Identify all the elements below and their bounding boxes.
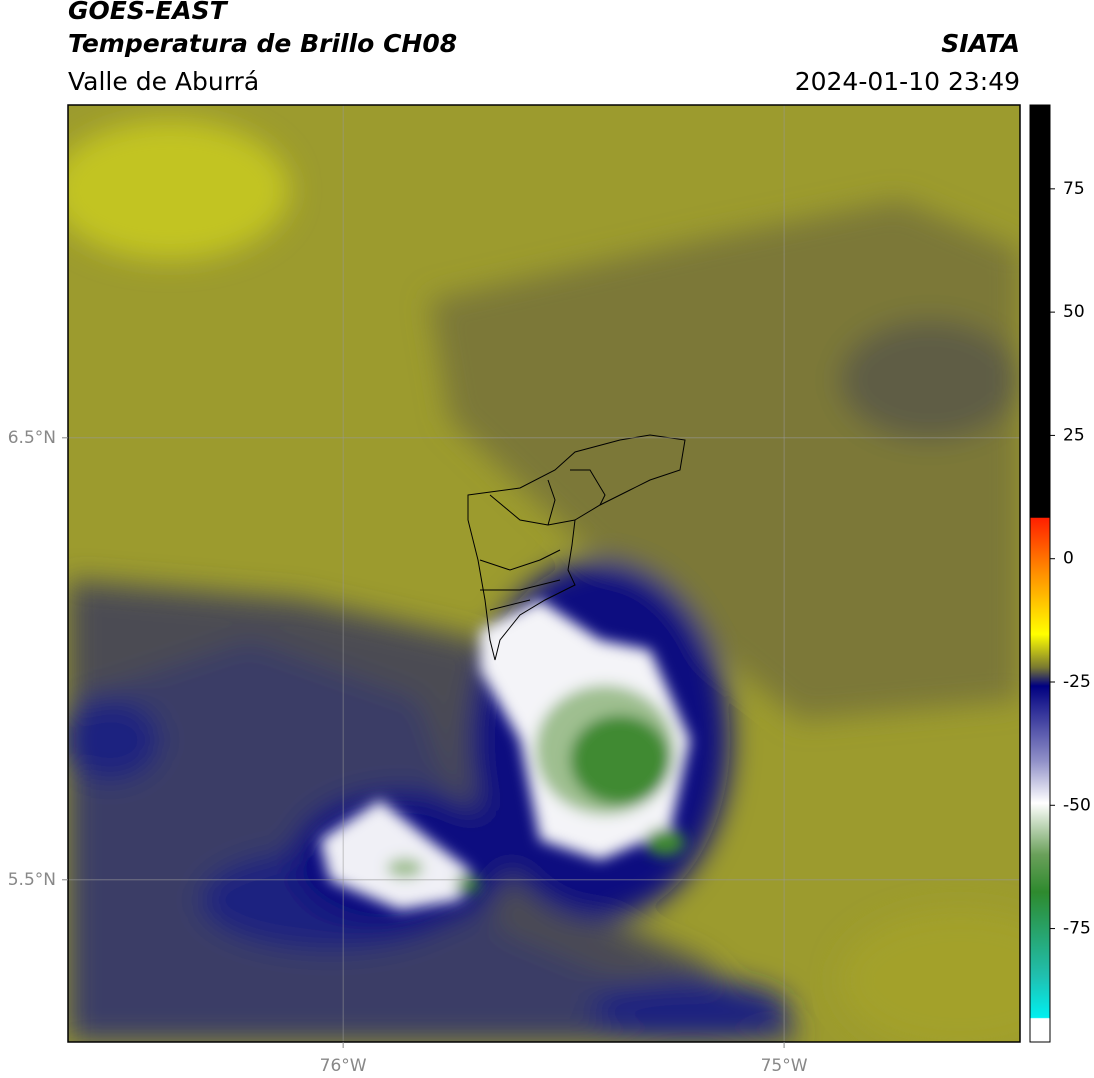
datetime: 2024-01-10 23:49 <box>795 67 1020 96</box>
colorbar-tick-label: 50 <box>1063 302 1085 322</box>
colorbar-tick-label: -50 <box>1063 795 1091 815</box>
region: Valle de Aburrá <box>68 67 259 96</box>
agency: SIATA <box>941 29 1020 58</box>
y-tick-label: 6.5°N <box>8 428 56 448</box>
colorbar <box>1029 104 1051 1043</box>
colorbar-tick-label: 0 <box>1063 549 1074 569</box>
map-field <box>68 105 1020 1042</box>
colorbar-tick-label: 75 <box>1063 179 1085 199</box>
colorbar-tick-label: -75 <box>1063 919 1091 939</box>
subtitle: Temperatura de Brillo CH08 <box>68 29 457 58</box>
colorbar-tick-label: 25 <box>1063 425 1085 445</box>
title: GOES-EAST <box>68 0 229 25</box>
x-tick-label: 76°W <box>320 1056 367 1076</box>
map-frame <box>67 104 1021 1043</box>
colorbar-tick-label: -25 <box>1063 672 1091 692</box>
grid <box>68 105 1020 1042</box>
x-tick-label: 75°W <box>761 1056 808 1076</box>
municipal-boundaries <box>467 434 686 661</box>
y-tick-label: 5.5°N <box>8 870 56 890</box>
